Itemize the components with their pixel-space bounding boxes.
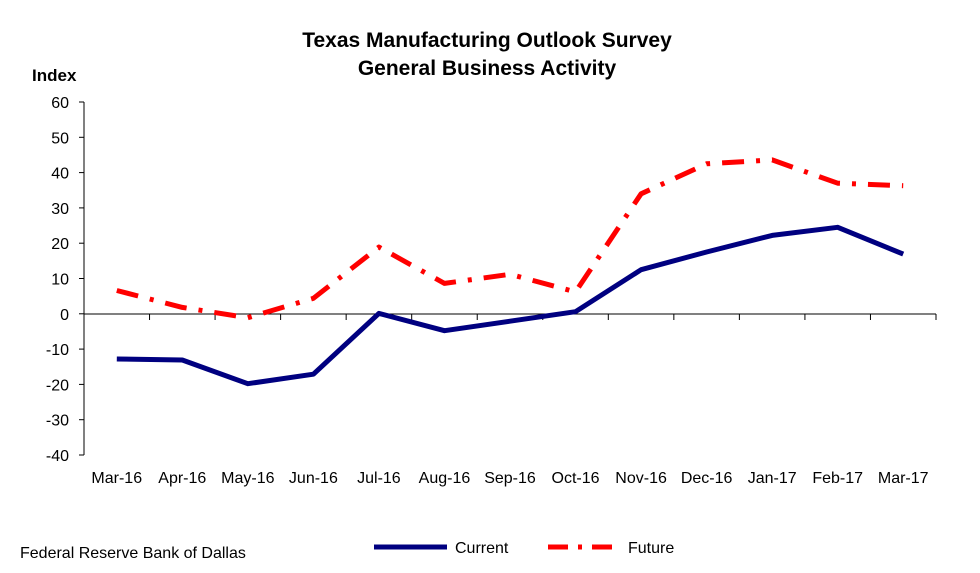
x-tick-label: Jul-16: [357, 470, 401, 487]
chart-subtitle: General Business Activity: [358, 57, 617, 80]
y-tick-label: 10: [51, 272, 69, 289]
legend-current-label: Current: [455, 540, 509, 557]
y-tick-label: 60: [51, 95, 69, 112]
x-tick-label: Oct-16: [552, 470, 600, 487]
y-tick-labels: 60 50 40 30 20 10 0 -10 -20 -30 -40: [46, 95, 69, 465]
x-tick-label: Nov-16: [615, 470, 667, 487]
x-tick-label: Jan-17: [748, 470, 797, 487]
x-tick-label: May-16: [221, 470, 274, 487]
x-tick-label: Aug-16: [419, 470, 471, 487]
x-tick-label: Dec-16: [681, 470, 733, 487]
x-tick-label: Feb-17: [812, 470, 863, 487]
x-tick-label: Sep-16: [484, 470, 536, 487]
y-tick-label: 50: [51, 130, 69, 147]
x-tick-label: Mar-17: [878, 470, 929, 487]
y-tick-label: -40: [46, 448, 69, 465]
series-layer: [116, 157, 905, 387]
source-note: Federal Reserve Bank of Dallas: [20, 545, 246, 562]
y-tick-label: 20: [51, 236, 69, 253]
x-tick-label: Mar-16: [91, 470, 142, 487]
chart-title: Texas Manufacturing Outlook Survey: [302, 29, 672, 52]
series-line-future: [116, 157, 904, 321]
x-tick-label: Apr-16: [158, 470, 206, 487]
legend-future-label: Future: [628, 540, 674, 557]
series-line-current: [116, 224, 905, 387]
axes-group: [79, 101, 937, 456]
x-tick-labels: Mar-16 Apr-16 May-16 Jun-16 Jul-16 Aug-16 Sep-…: [91, 470, 928, 487]
y-tick-label: 0: [60, 307, 69, 324]
y-tick-label: -10: [46, 342, 69, 359]
legend: Current Future: [374, 540, 674, 557]
x-tick-label: Jun-16: [289, 470, 338, 487]
y-tick-label: -30: [46, 413, 69, 430]
y-tick-label: 30: [51, 201, 69, 218]
y-tick-label: -20: [46, 377, 69, 394]
y-tick-label: 40: [51, 166, 69, 183]
y-axis-label: Index: [32, 66, 77, 85]
